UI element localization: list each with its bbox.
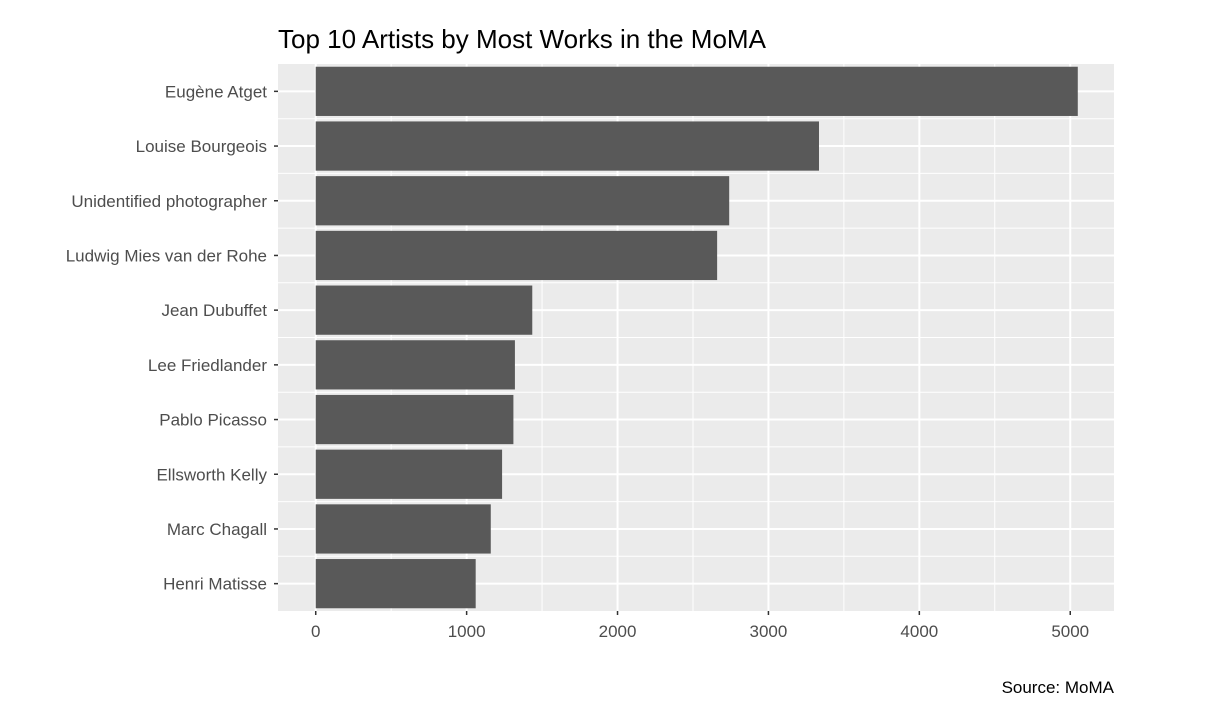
x-axis: 0 1000 2000 3000 4000 5000: [311, 611, 1089, 641]
y-tick-label: Eugène Atget: [165, 82, 267, 101]
y-axis: Eugène Atget Louise Bourgeois Unidentified…: [66, 82, 278, 594]
bar: [315, 394, 514, 445]
y-tick-label: Ludwig Mies van der Rohe: [66, 246, 267, 265]
x-tick-label: 2000: [599, 622, 637, 641]
x-tick-label: 5000: [1051, 622, 1089, 641]
bar: [315, 176, 730, 226]
y-tick-label: Henri Matisse: [163, 575, 267, 594]
bar: [315, 504, 491, 554]
y-tick-label: Lee Friedlander: [148, 356, 267, 375]
y-tick-label: Louise Bourgeois: [136, 137, 267, 156]
bar: [315, 559, 476, 609]
y-tick-label: Pablo Picasso: [159, 411, 267, 430]
x-tick-label: 3000: [750, 622, 788, 641]
chart-title: Top 10 Artists by Most Works in the MoMA: [278, 24, 767, 54]
x-tick-label: 1000: [448, 622, 486, 641]
bar: [315, 340, 515, 390]
bar: [315, 285, 533, 335]
bar: [315, 230, 718, 281]
x-tick-label: 0: [311, 622, 320, 641]
y-tick-label: Ellsworth Kelly: [156, 465, 267, 484]
y-tick-label: Marc Chagall: [167, 520, 267, 539]
x-tick-label: 4000: [900, 622, 938, 641]
bar: [315, 121, 819, 171]
y-tick-label: Jean Dubuffet: [161, 301, 267, 320]
y-tick-label: Unidentified photographer: [71, 192, 267, 211]
bars: [315, 66, 1078, 609]
chart-caption: Source: MoMA: [1002, 678, 1115, 697]
bar: [315, 66, 1078, 116]
bar: [315, 449, 503, 499]
